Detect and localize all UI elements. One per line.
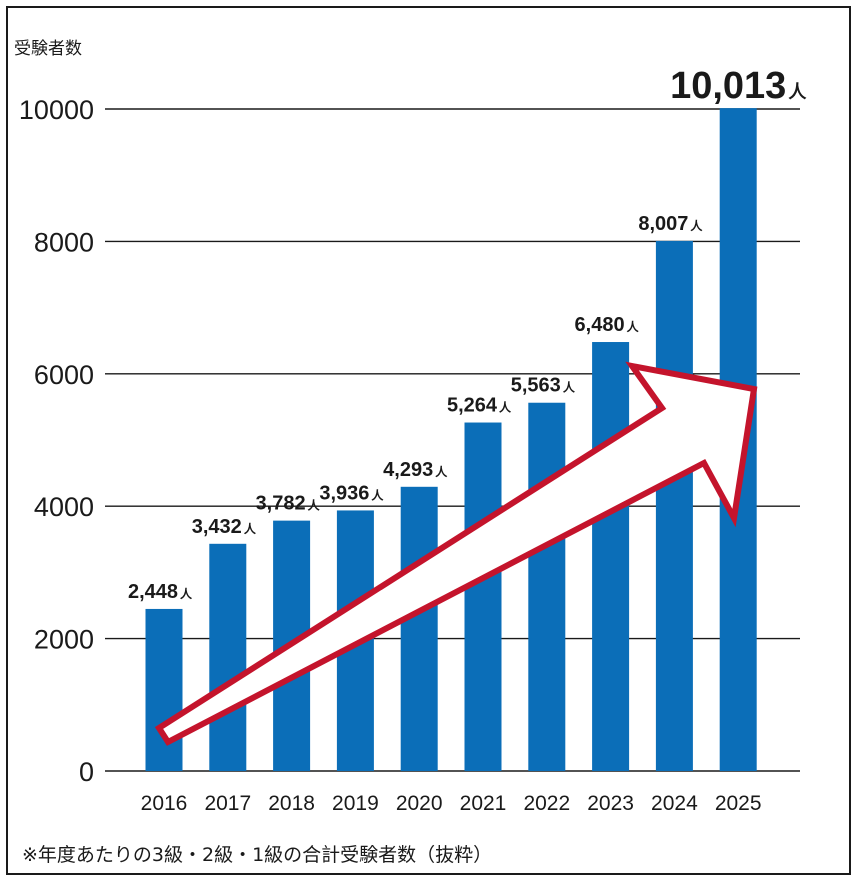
y-tick-label: 10000 (19, 95, 94, 125)
data-label-unit: 人 (308, 498, 321, 513)
x-tick-label: 2020 (396, 792, 443, 815)
x-tick-label: 2016 (141, 792, 188, 815)
trend-arrow-shape (154, 361, 758, 746)
x-tick-label: 2022 (523, 792, 570, 815)
trend-arrow (154, 361, 758, 746)
x-tick-label: 2018 (268, 792, 315, 815)
data-label-unit: 人 (563, 380, 576, 395)
bar-2016 (145, 608, 183, 771)
bar-2020 (400, 486, 438, 771)
data-label-2022: 5,563 人 (511, 375, 576, 397)
x-tick-label: 2023 (587, 792, 634, 815)
x-tick-label: 2019 (332, 792, 379, 815)
data-label-unit: 人 (788, 82, 807, 103)
data-label-2021: 5,264 人 (447, 395, 512, 417)
y-tick-label: 6000 (34, 360, 94, 390)
data-label-unit: 人 (371, 487, 384, 502)
x-tick-label: 2017 (204, 792, 251, 815)
x-tick-label: 2021 (460, 792, 507, 815)
y-axis-ticks: 0 2000 4000 6000 8000 10000 (19, 95, 94, 787)
y-tick-label: 2000 (34, 625, 94, 655)
data-label-2019: 3,936 人 (319, 482, 384, 504)
footnote: ※年度あたりの3級・2級・1級の合計受験者数（抜粋） (22, 844, 492, 866)
bar-2024 (655, 240, 693, 772)
data-label-unit: 人 (627, 319, 640, 334)
data-label-2024: 8,007 人 (638, 213, 703, 235)
x-tick-label: 2024 (651, 792, 698, 815)
data-label-unit: 人 (435, 464, 448, 479)
bar-2022 (528, 402, 566, 771)
x-tick-label: 2025 (715, 792, 762, 815)
data-label-2023: 6,480 人 (575, 314, 640, 336)
data-label-2017: 3,432 人 (192, 516, 257, 538)
bar-2023 (592, 342, 630, 771)
data-label-unit: 人 (244, 521, 257, 536)
y-tick-label: 0 (79, 757, 94, 787)
y-tick-label: 4000 (34, 492, 94, 522)
x-axis-ticks: 2016 2017 2018 2019 2020 2021 2022 2023 2024 2025 (141, 792, 762, 815)
data-labels: 2,448 人 3,432 人3,782 人3,936 人4,293 人 5,264 人5,56… (128, 65, 807, 603)
data-label-2020: 4,293 人 (383, 459, 448, 481)
data-label-unit: 人 (690, 218, 703, 233)
data-label-unit: 人 (180, 586, 193, 601)
y-axis-label: 受験者数 (14, 39, 82, 59)
data-label-2018: 3,782 人 (256, 493, 321, 515)
data-label-unit: 人 (499, 400, 512, 415)
y-tick-label: 8000 (34, 227, 94, 257)
bar-2021 (464, 422, 502, 771)
bar-2017 (209, 543, 247, 771)
data-label-2016: 2,448 人 (128, 581, 193, 603)
data-label-2025: 10,013 人 (670, 65, 807, 107)
